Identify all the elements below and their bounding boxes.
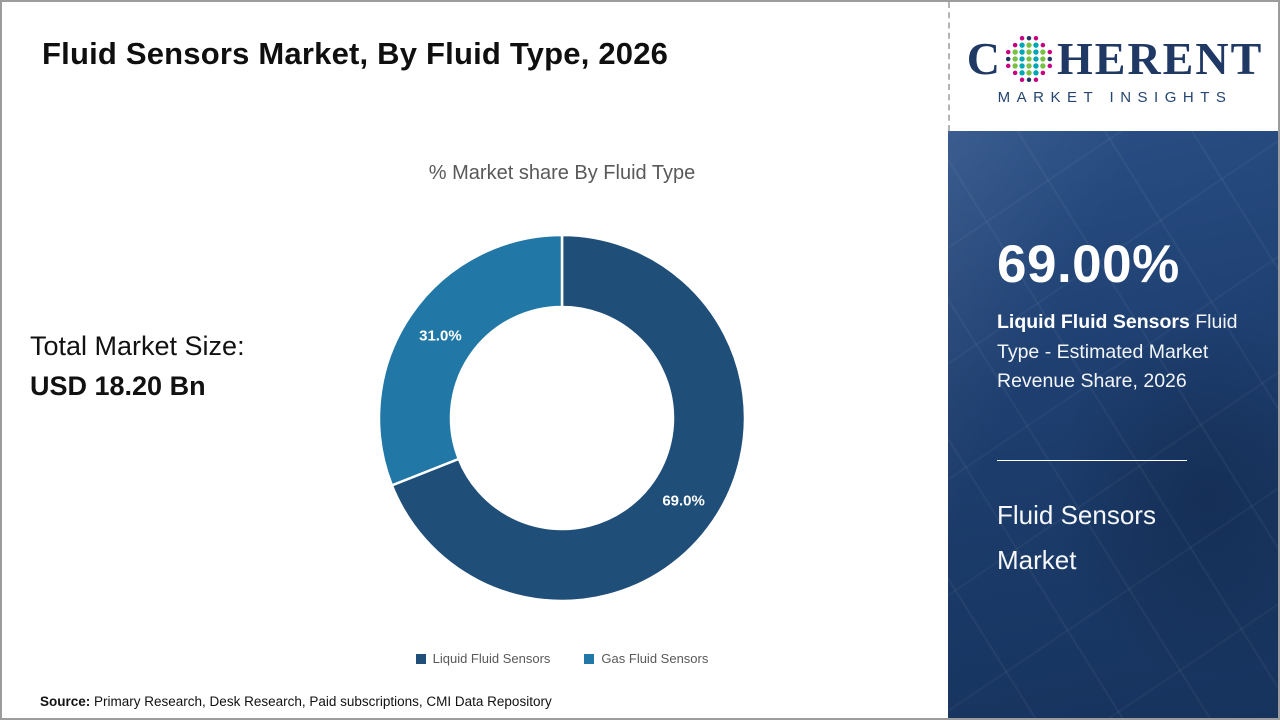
- globe-dot: [1033, 70, 1039, 76]
- donut-slice-gas: [377, 233, 564, 487]
- chart-legend: Liquid Fluid Sensors Gas Fluid Sensors: [312, 651, 812, 666]
- globe-dot: [1026, 42, 1032, 48]
- brand-logo-subtitle: MARKET INSIGHTS: [997, 89, 1233, 106]
- globe-dot: [1026, 49, 1032, 55]
- globe-dot: [1012, 49, 1018, 55]
- globe-dot: [1019, 56, 1025, 62]
- divider-line: [997, 460, 1187, 461]
- source-text: Primary Research, Desk Research, Paid su…: [94, 694, 552, 709]
- legend-swatch-liquid: [415, 653, 426, 664]
- legend-item-liquid: Liquid Fluid Sensors: [415, 651, 551, 666]
- globe-dot: [1033, 63, 1039, 69]
- globe-dot: [1047, 49, 1053, 55]
- highlight-percentage: 69.00%: [997, 235, 1180, 294]
- globe-dot: [1012, 70, 1018, 76]
- donut-slice-liquid: [390, 233, 747, 603]
- legend-item-gas: Gas Fluid Sensors: [584, 651, 708, 666]
- globe-dot: [1040, 49, 1046, 55]
- highlight-sidebar: 69.00% Liquid Fluid Sensors Fluid Type -…: [948, 131, 1278, 718]
- globe-dots-icon: [1005, 35, 1053, 83]
- globe-dot: [1005, 56, 1011, 62]
- source-line: Source: Primary Research, Desk Research,…: [40, 694, 552, 709]
- highlight-description-rest: Fluid Type - Estimated Market Revenue Sh…: [997, 311, 1238, 392]
- brand-logo-wordmark: C HERENT: [967, 33, 1264, 85]
- logo-letter: C: [966, 33, 1000, 84]
- globe-dot: [1047, 63, 1053, 69]
- sidebar-market-name: Fluid Sensors Market: [997, 500, 1156, 575]
- chart-title: % Market share By Fluid Type: [428, 162, 696, 184]
- globe-dot: [1033, 77, 1039, 83]
- highlight-description: Liquid Fluid Sensors Fluid Type - Estima…: [997, 308, 1255, 397]
- globe-dot: [1033, 42, 1039, 48]
- globe-dot: [1033, 35, 1039, 41]
- globe-dot: [1047, 56, 1053, 62]
- legend-label-liquid: Liquid Fluid Sensors: [432, 651, 551, 666]
- donut-chart: 69.0% 31.0%: [377, 233, 747, 603]
- globe-dot: [1026, 63, 1032, 69]
- legend-label-gas: Gas Fluid Sensors: [601, 651, 709, 666]
- globe-dot: [1040, 56, 1046, 62]
- total-market-size-block: Total Market Size: USD 18.20 Bn: [30, 326, 245, 406]
- brand-logo: C HERENT MARKET INSIGHTS: [948, 2, 1278, 131]
- total-market-size-value: USD 18.20 Bn: [30, 371, 206, 401]
- globe-dot: [1026, 77, 1032, 83]
- globe-dot: [1026, 70, 1032, 76]
- globe-dot: [1005, 49, 1011, 55]
- legend-swatch-gas: [584, 653, 595, 664]
- globe-dot: [1026, 56, 1032, 62]
- logo-letters: HERENT: [1056, 33, 1264, 84]
- globe-dot: [1040, 70, 1046, 76]
- globe-dot: [1012, 42, 1018, 48]
- page-title: Fluid Sensors Market, By Fluid Type, 202…: [42, 36, 669, 71]
- globe-dot: [1033, 49, 1039, 55]
- total-market-size-label: Total Market Size:: [30, 331, 245, 361]
- globe-dot: [1019, 35, 1025, 41]
- donut-slice-label-gas: 31.0%: [419, 327, 462, 344]
- globe-dot: [1012, 63, 1018, 69]
- highlight-description-bold: Liquid Fluid Sensors: [997, 311, 1190, 333]
- globe-dot: [1019, 49, 1025, 55]
- globe-dot: [1040, 42, 1046, 48]
- globe-dot: [1019, 77, 1025, 83]
- globe-dot: [1019, 70, 1025, 76]
- globe-dot: [1019, 42, 1025, 48]
- source-label: Source:: [40, 694, 91, 709]
- globe-dot: [1026, 35, 1032, 41]
- globe-dot: [1019, 63, 1025, 69]
- globe-dot: [1012, 56, 1018, 62]
- globe-dot: [1040, 63, 1046, 69]
- globe-dot: [1033, 56, 1039, 62]
- globe-dot: [1005, 63, 1011, 69]
- donut-slice-label-liquid: 69.0%: [662, 493, 705, 510]
